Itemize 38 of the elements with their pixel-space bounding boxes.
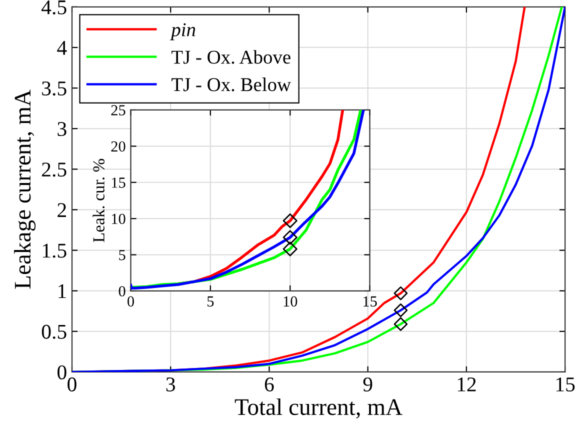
y-tick-label: 15 xyxy=(112,178,126,188)
x-tick-label: 0 xyxy=(68,377,76,392)
y-axis-title: Leak. cur. % xyxy=(92,158,105,242)
y-tick-label: 1.5 xyxy=(42,244,66,258)
y-axis-title: Leakage current, mA xyxy=(14,90,36,289)
legend-label: pin xyxy=(170,23,196,40)
x-tick-label: 0 xyxy=(128,296,134,307)
x-tick-label: 5 xyxy=(208,296,214,307)
point xyxy=(282,213,298,228)
x-tick-label: 6 xyxy=(264,377,274,392)
y-tick-label: 4.5 xyxy=(42,0,66,14)
y-tick-label: 5 xyxy=(119,250,126,260)
point xyxy=(394,317,408,331)
point xyxy=(282,230,298,245)
y-tick-label: 2 xyxy=(58,203,66,217)
x-tick-label: 15 xyxy=(363,296,377,307)
y-tick-label: 1 xyxy=(58,284,66,298)
y-tick-label: 3.5 xyxy=(42,81,66,96)
y-tick-label: 25 xyxy=(111,105,126,116)
legend-label: TJ - Ox. Below xyxy=(172,78,291,92)
x-tick-label: 3 xyxy=(166,377,176,392)
point xyxy=(394,286,408,300)
x-tick-label: 12 xyxy=(458,377,476,392)
x-tick-label: 9 xyxy=(363,377,372,392)
y-tick-label: 2.5 xyxy=(42,162,66,177)
point xyxy=(394,303,408,318)
y-tick-label: 0.5 xyxy=(42,324,66,339)
y-tick-label: 0 xyxy=(118,286,126,296)
x-tick-label: 10 xyxy=(284,296,298,307)
y-tick-label: 10 xyxy=(112,214,126,224)
x-axis-title: Total current, mA xyxy=(234,398,402,418)
x-tick-label: 15 xyxy=(556,378,575,392)
legend-label: TJ - Ox. Above xyxy=(172,50,290,64)
y-tick-label: 20 xyxy=(111,141,126,152)
y-tick-label: 4 xyxy=(57,41,67,55)
y-tick-label: 3 xyxy=(58,122,66,136)
point xyxy=(282,242,298,256)
y-tick-label: 0 xyxy=(58,365,66,380)
